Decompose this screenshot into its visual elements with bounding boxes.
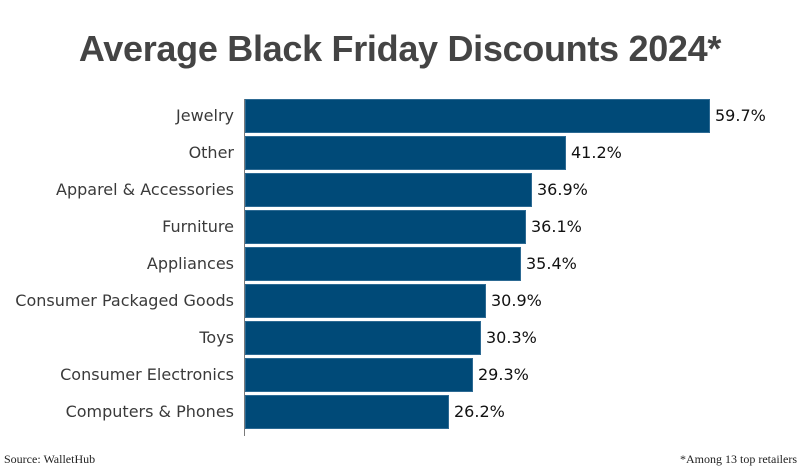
source-note: Source: WalletHub <box>4 452 96 466</box>
bar <box>245 210 526 244</box>
chart-title: Average Black Friday Discounts 2024* <box>78 28 722 69</box>
bar-row: Appliances 35.4% <box>0 247 800 281</box>
value-label: 30.9% <box>491 291 542 310</box>
bar <box>245 173 532 207</box>
category-label: Consumer Electronics <box>60 365 234 384</box>
value-label: 35.4% <box>526 254 577 273</box>
value-label: 36.1% <box>531 217 582 236</box>
bar <box>245 284 486 318</box>
category-label: Other <box>188 143 234 162</box>
bar-row: Computers & Phones 26.2% <box>0 395 800 429</box>
value-label: 59.7% <box>715 106 766 125</box>
category-label: Computers & Phones <box>65 402 234 421</box>
bar <box>245 358 473 392</box>
value-label: 26.2% <box>454 402 505 421</box>
bar-row: Consumer Packaged Goods 30.9% <box>0 284 800 318</box>
footnote: *Among 13 top retailers <box>680 452 797 466</box>
bar <box>245 395 449 429</box>
category-label: Appliances <box>146 254 234 273</box>
bar-row: Furniture 36.1% <box>0 210 800 244</box>
bar-row: Other 41.2% <box>0 136 800 170</box>
category-label: Consumer Packaged Goods <box>15 291 234 310</box>
value-label: 29.3% <box>478 365 529 384</box>
category-label: Apparel & Accessories <box>56 180 234 199</box>
value-label: 41.2% <box>571 143 622 162</box>
bar <box>245 136 566 170</box>
bar-row: Consumer Electronics 29.3% <box>0 358 800 392</box>
bar-row: Toys 30.3% <box>0 321 800 355</box>
bar <box>245 247 521 281</box>
value-label: 30.3% <box>486 328 537 347</box>
bar-row: Jewelry 59.7% <box>0 99 800 133</box>
value-label: 36.9% <box>537 180 588 199</box>
category-label: Furniture <box>162 217 234 236</box>
y-axis-line <box>244 99 245 436</box>
bar <box>245 99 710 133</box>
bar-row: Apparel & Accessories 36.9% <box>0 173 800 207</box>
category-label: Jewelry <box>176 106 234 125</box>
bar <box>245 321 481 355</box>
category-label: Toys <box>199 328 234 347</box>
